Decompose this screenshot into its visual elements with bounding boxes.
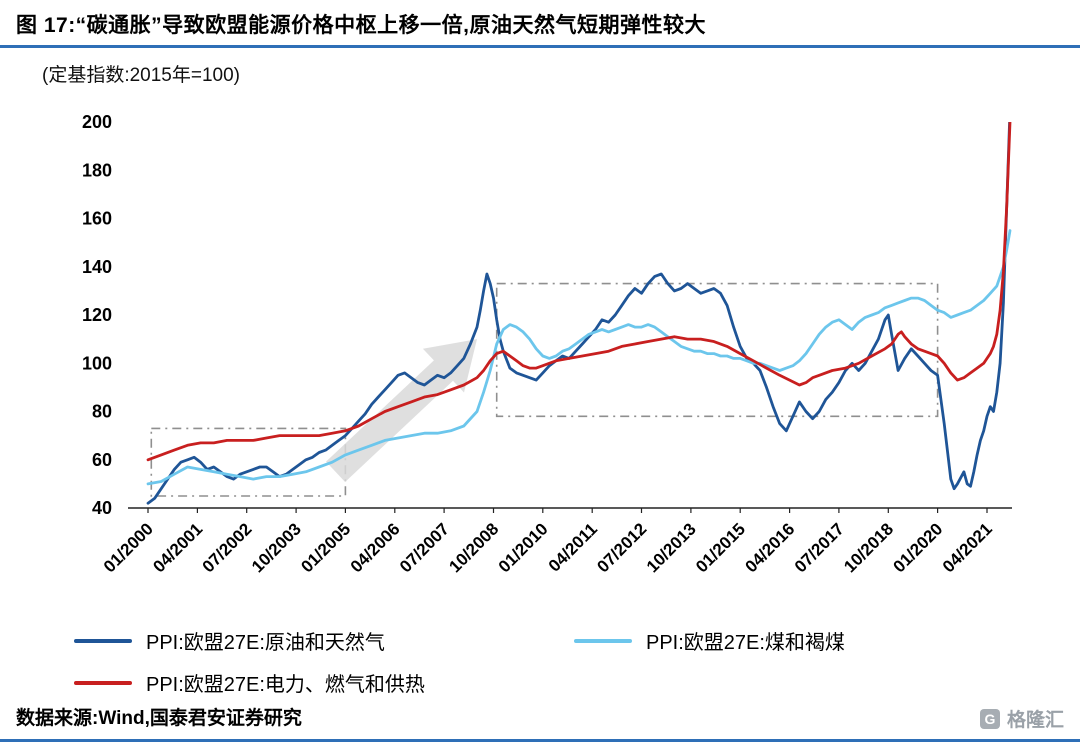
legend-swatch-oil-gas [74, 638, 132, 643]
legend-item-coal: PPI:欧盟27E:煤和褐煤 [574, 626, 1014, 655]
chart-legend: PPI:欧盟27E:原油和天然气 PPI:欧盟27E:煤和褐煤 PPI:欧盟27… [74, 626, 1014, 697]
y-axis-tick-label: 160 [82, 209, 112, 229]
y-axis-tick-label: 140 [82, 257, 112, 277]
x-axis-tick-label: 07/2002 [199, 519, 256, 576]
figure-title: 图 17:“碳通胀”导致欧盟能源价格中枢上移一倍,原油天然气短期弹性较大 [16, 14, 707, 37]
annotation-box-2 [495, 282, 939, 418]
watermark-text: 格隆汇 [1006, 710, 1064, 731]
y-axis-tick-label: 100 [82, 353, 112, 373]
x-axis-tick-label: 07/2007 [396, 519, 453, 576]
y-axis-tick-label: 180 [82, 160, 112, 180]
trend-arrow [326, 339, 477, 482]
x-axis-tick-label: 04/2016 [742, 519, 799, 576]
x-axis-tick-label: 04/2006 [347, 519, 404, 576]
legend-label-electricity: PPI:欧盟27E:电力、燃气和供热 [146, 674, 425, 696]
top-divider [0, 45, 1080, 48]
x-axis-tick-label: 04/2011 [545, 519, 601, 575]
x-axis-tick-label: 07/2012 [593, 519, 650, 576]
index-base-note: (定基指数:2015年=100) [42, 65, 240, 86]
x-axis-tick-label: 07/2017 [791, 519, 848, 576]
x-axis-tick-label: 04/2021 [939, 519, 996, 576]
watermark: G 格隆汇 [979, 705, 1064, 732]
data-source: 数据来源:Wind,国泰君安证券研究 [16, 708, 302, 729]
y-axis-tick-label: 120 [82, 305, 112, 325]
legend-item-oil-gas: PPI:欧盟27E:原油和天然气 [74, 626, 574, 655]
series-line-2 [146, 122, 1012, 462]
x-axis-tick-label: 01/2015 [692, 519, 749, 576]
legend-label-coal: PPI:欧盟27E:煤和褐煤 [646, 632, 845, 654]
x-axis-tick-label: 01/2010 [495, 519, 552, 576]
series-line-0 [146, 122, 1011, 505]
x-axis-tick-label: 01/2020 [890, 519, 947, 576]
y-axis-tick-label: 60 [92, 450, 112, 470]
x-axis-tick-label: 10/2003 [248, 519, 305, 576]
bottom-divider [0, 739, 1080, 742]
annotation-box-1 [150, 427, 347, 497]
gelonghui-logo-icon: G [979, 708, 1000, 729]
x-axis-tick-label: 01/2005 [297, 519, 354, 576]
y-axis-tick-label: 200 [82, 112, 112, 132]
legend-swatch-coal [574, 638, 632, 643]
legend-swatch-electricity [74, 680, 132, 685]
legend-item-electricity: PPI:欧盟27E:电力、燃气和供热 [74, 668, 574, 697]
x-axis-tick-label: 10/2008 [445, 519, 502, 576]
x-axis-tick-label: 10/2018 [840, 519, 897, 576]
x-axis-tick-label: 04/2001 [149, 519, 206, 576]
series-line-1 [146, 229, 1012, 486]
x-axis-tick-label: 01/2000 [100, 519, 157, 576]
legend-label-oil-gas: PPI:欧盟27E:原油和天然气 [146, 632, 385, 654]
y-axis-tick-label: 40 [92, 498, 112, 518]
x-axis-tick-label: 10/2013 [643, 519, 700, 576]
y-axis-tick-label: 80 [92, 402, 112, 422]
